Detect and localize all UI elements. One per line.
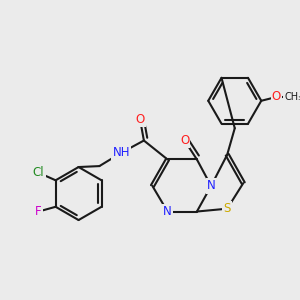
Text: N: N: [207, 179, 215, 193]
Text: NH: NH: [112, 146, 130, 159]
Text: N: N: [163, 205, 172, 218]
Text: F: F: [35, 205, 42, 218]
Text: O: O: [136, 113, 145, 126]
Text: O: O: [272, 91, 281, 103]
Text: O: O: [180, 134, 189, 147]
Text: CH₃: CH₃: [284, 92, 300, 102]
Text: Cl: Cl: [33, 166, 44, 179]
Text: S: S: [224, 202, 231, 215]
